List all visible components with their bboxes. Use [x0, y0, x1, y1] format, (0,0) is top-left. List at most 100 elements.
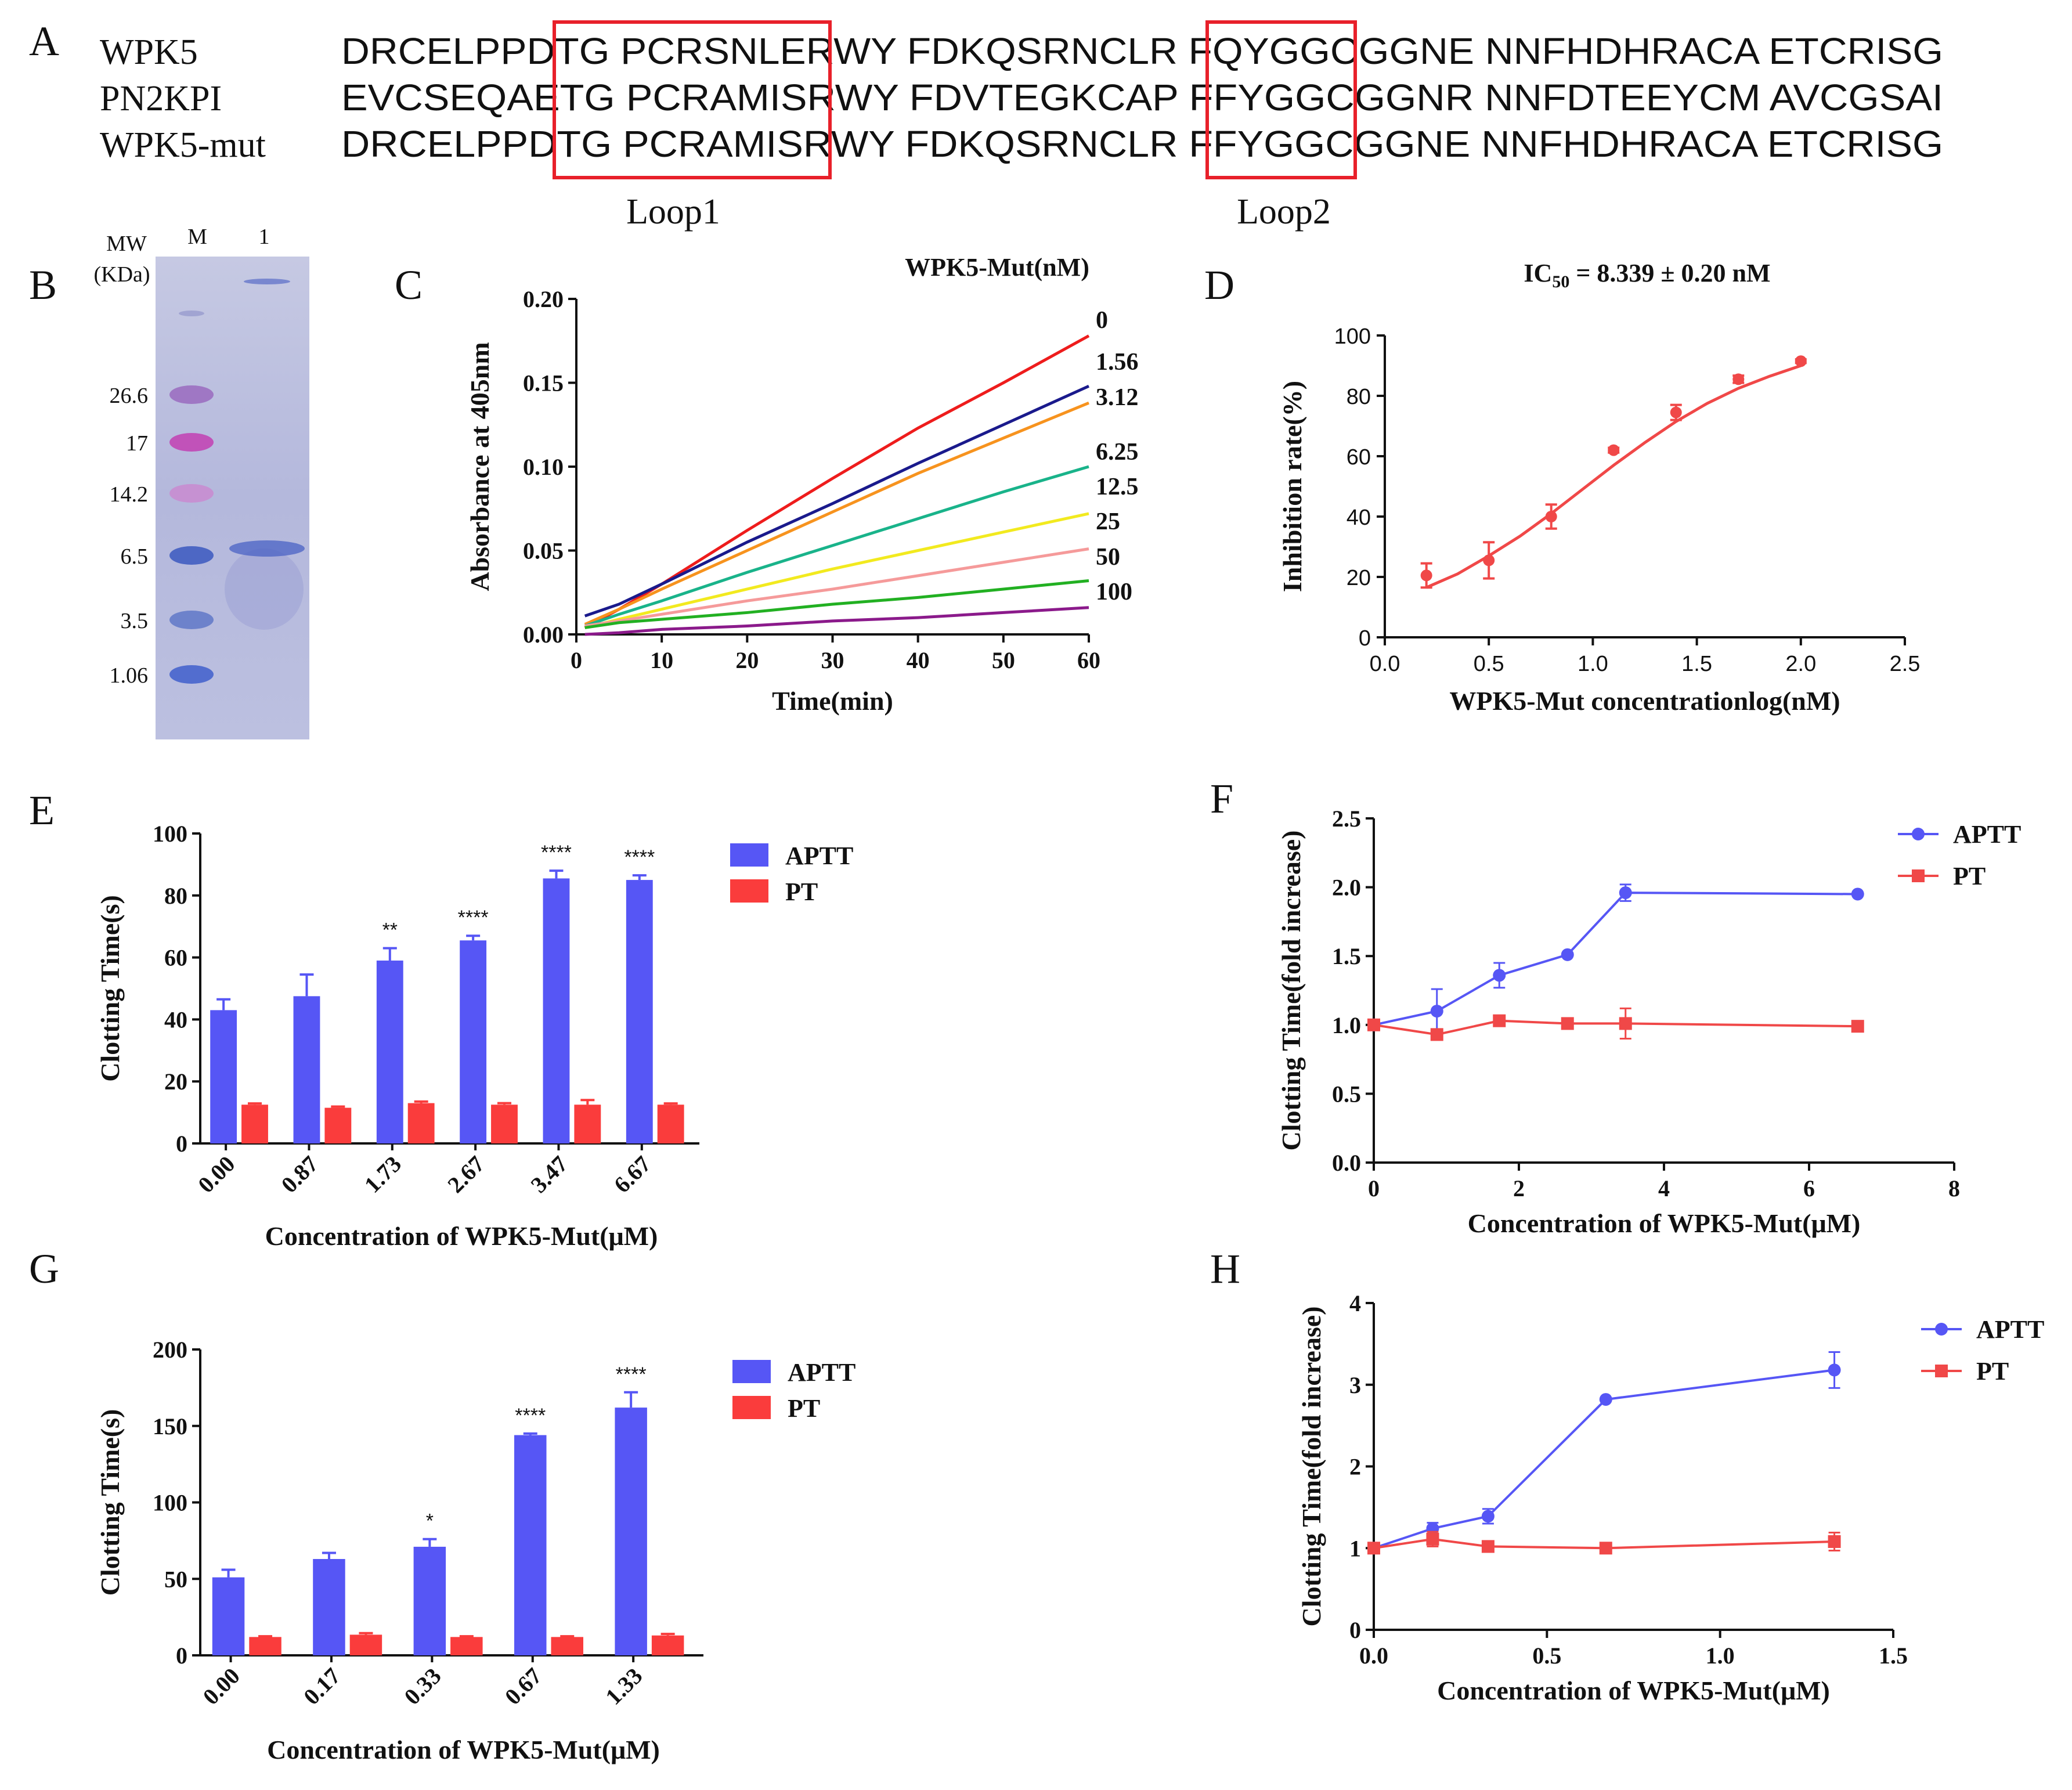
x-tick-label: 20	[735, 647, 759, 673]
panel-letter-c: C	[395, 262, 423, 308]
data-point	[1828, 1363, 1841, 1377]
x-tick-label: 0.00	[193, 1151, 240, 1198]
y-tick-label: 0.15	[523, 370, 564, 396]
x-tick-label: 1.73	[359, 1151, 406, 1198]
y-tick-label: 200	[153, 1337, 187, 1363]
significance-mark: ****	[515, 1405, 546, 1427]
bar-aptt	[376, 960, 403, 1143]
bar-aptt	[413, 1546, 446, 1655]
fit-curve	[1425, 364, 1802, 589]
legend-label: PT	[788, 1394, 820, 1423]
y-tick-label: 20	[164, 1069, 187, 1095]
chart-title: WPK5-Mut(nM)	[905, 253, 1089, 282]
x-tick-label: 0.17	[298, 1663, 345, 1710]
panel-letter-h: H	[1210, 1246, 1240, 1292]
x-tick-label: 0	[1368, 1175, 1380, 1201]
y-tick-label: 0.10	[523, 454, 564, 480]
y-tick-label: 0.5	[1332, 1081, 1361, 1107]
series-label: 50	[1096, 544, 1120, 571]
gel-marker-label: 1.06	[110, 663, 149, 688]
sds-page-gel: MW (KDa) M 1 26.6 17 14.2 6.5 3.5 1.06	[93, 225, 309, 739]
data-point	[1599, 1542, 1612, 1555]
y-tick-label: 0.20	[523, 286, 564, 312]
y-tick-label: 1.5	[1332, 943, 1361, 969]
gel-sample-smear	[225, 548, 304, 630]
series-line	[584, 512, 1089, 629]
sequence-name-2: WPK5-mut	[100, 125, 266, 165]
x-tick-label: 4	[1658, 1175, 1670, 1201]
legend-label: PT	[1953, 862, 1986, 890]
bar-aptt	[210, 1010, 237, 1143]
data-point	[1670, 406, 1682, 418]
y-axis-title: Absorbance at 405nm	[465, 342, 494, 591]
significance-mark: **	[382, 919, 398, 941]
chart-g-clotting-bars: 0 50 100 150 200 0.00 0.17 * 0.33 **** 0.67 **** 1.3…	[95, 1337, 855, 1764]
y-tick-label: 1	[1349, 1535, 1361, 1561]
legend-label: APTT	[785, 842, 853, 870]
legend-marker	[1912, 828, 1925, 840]
significance-mark: ****	[458, 907, 489, 929]
legend-label: APTT	[1976, 1315, 2044, 1344]
y-tick-label: 40	[1347, 506, 1371, 530]
gel-marker-band	[169, 433, 214, 452]
x-tick-label: 40	[907, 647, 930, 673]
x-tick-label: 2.0	[1785, 652, 1816, 676]
bar-pt	[574, 1105, 601, 1143]
significance-mark: *	[426, 1510, 434, 1532]
bar-pt	[651, 1635, 684, 1655]
data-point	[1795, 355, 1807, 367]
panel-letter-g: G	[29, 1246, 59, 1292]
gel-marker-label: 17	[126, 431, 148, 456]
y-tick-label: 0	[1359, 626, 1371, 651]
data-point	[1430, 1005, 1443, 1018]
y-axis-title: Clotting Time(fold increase)	[1276, 831, 1306, 1151]
y-tick-label: 60	[1347, 445, 1371, 470]
loop2-box	[1205, 20, 1357, 179]
sequence-alignment: WPK5 DRCELPPDTG PCRSNLERWY FDKQSRNCLR FQY…	[100, 20, 1943, 232]
x-axis-title: Concentration of WPK5-Mut(μM)	[1468, 1208, 1861, 1238]
series-line	[1373, 1019, 1858, 1036]
y-tick-label: 0	[176, 1131, 187, 1157]
significance-mark: ****	[624, 846, 655, 868]
sequence-name-0: WPK5	[100, 33, 198, 72]
gel-marker-label: 6.5	[121, 544, 149, 569]
x-tick-label: 2.67	[442, 1151, 489, 1198]
y-tick-label: 2.0	[1332, 875, 1361, 901]
legend-marker	[1935, 1323, 1948, 1336]
loop1-label: Loop1	[626, 192, 720, 232]
y-axis-title: Clotting Time(fold increase)	[1297, 1307, 1326, 1627]
data-point	[1367, 1542, 1380, 1555]
y-tick-label: 2	[1349, 1454, 1361, 1480]
gel-marker-band	[169, 546, 214, 565]
panel-letter-a: A	[29, 18, 59, 64]
y-tick-label: 80	[1347, 385, 1371, 409]
y-tick-label: 80	[164, 883, 187, 909]
chart-d-ic50: 0 20 40 60 80 100 0.0 0.5 1.0 1.5 2.0 2.5 WPK5-Mut c…	[1277, 259, 1920, 716]
gel-marker-band	[169, 484, 214, 503]
y-axis-title: Clotting Time(s)	[95, 895, 125, 1082]
y-tick-label: 0.05	[523, 538, 564, 564]
legend-marker	[1935, 1365, 1948, 1377]
data-point	[1851, 887, 1864, 901]
panel-letter-b: B	[29, 262, 57, 308]
data-point	[1481, 1510, 1495, 1523]
bar-pt	[551, 1637, 583, 1655]
sequence-text-0: DRCELPPDTG PCRSNLERWY FDKQSRNCLR FQYGGCG…	[341, 30, 1943, 72]
x-tick-label: 1.5	[1879, 1643, 1908, 1669]
series-label: 0	[1096, 307, 1108, 334]
bar-aptt	[460, 940, 487, 1143]
legend-label: PT	[785, 878, 818, 906]
bar-aptt	[313, 1558, 345, 1655]
panel-letter-f: F	[1210, 775, 1233, 822]
data-point	[1619, 1017, 1632, 1030]
gel-marker-label: 3.5	[121, 609, 149, 633]
x-tick-label: 1.0	[1578, 652, 1608, 676]
x-tick-label: 0	[571, 647, 582, 673]
gel-marker-label: 26.6	[110, 384, 149, 408]
bar-pt	[450, 1637, 483, 1655]
data-point	[1481, 1540, 1495, 1553]
data-point	[1732, 373, 1745, 385]
y-tick-label: 0.00	[523, 622, 564, 648]
bar-aptt	[514, 1435, 547, 1655]
chart-c-kinetics: 0.00 0.05 0.10 0.15 0.20 0 10 20 30 40 50 60 Time(mi…	[465, 253, 1139, 716]
